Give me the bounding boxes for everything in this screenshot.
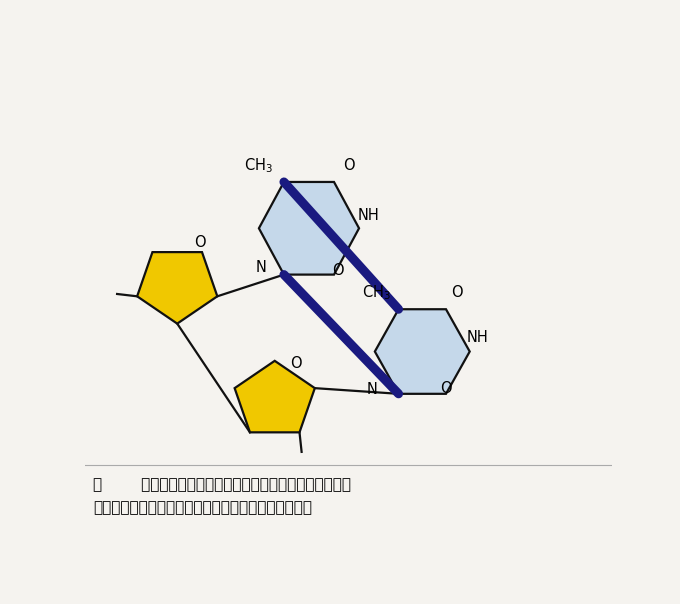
Text: NH: NH — [466, 330, 488, 345]
Text: N: N — [256, 260, 267, 275]
Text: CH$_3$: CH$_3$ — [362, 283, 391, 302]
Text: 图        胸腺嘧啶二聚体。胸腺嘧啶二聚体由于紫外线辐射而: 图 胸腺嘧啶二聚体。胸腺嘧啶二聚体由于紫外线辐射而 — [93, 478, 351, 492]
Text: O: O — [332, 263, 344, 278]
Text: N: N — [367, 382, 377, 397]
Text: O: O — [194, 235, 205, 249]
Text: O: O — [290, 356, 302, 371]
Text: O: O — [343, 158, 354, 173]
Text: 产生。在光复活作用中，光解酶切割两个深蓝色的键。: 产生。在光复活作用中，光解酶切割两个深蓝色的键。 — [93, 500, 312, 515]
Polygon shape — [375, 309, 470, 394]
Text: O: O — [440, 381, 452, 396]
Text: O: O — [452, 285, 463, 300]
Polygon shape — [235, 361, 315, 432]
Polygon shape — [259, 182, 359, 275]
Polygon shape — [137, 252, 218, 324]
Text: CH$_3$: CH$_3$ — [244, 156, 273, 175]
Text: NH: NH — [358, 208, 379, 223]
